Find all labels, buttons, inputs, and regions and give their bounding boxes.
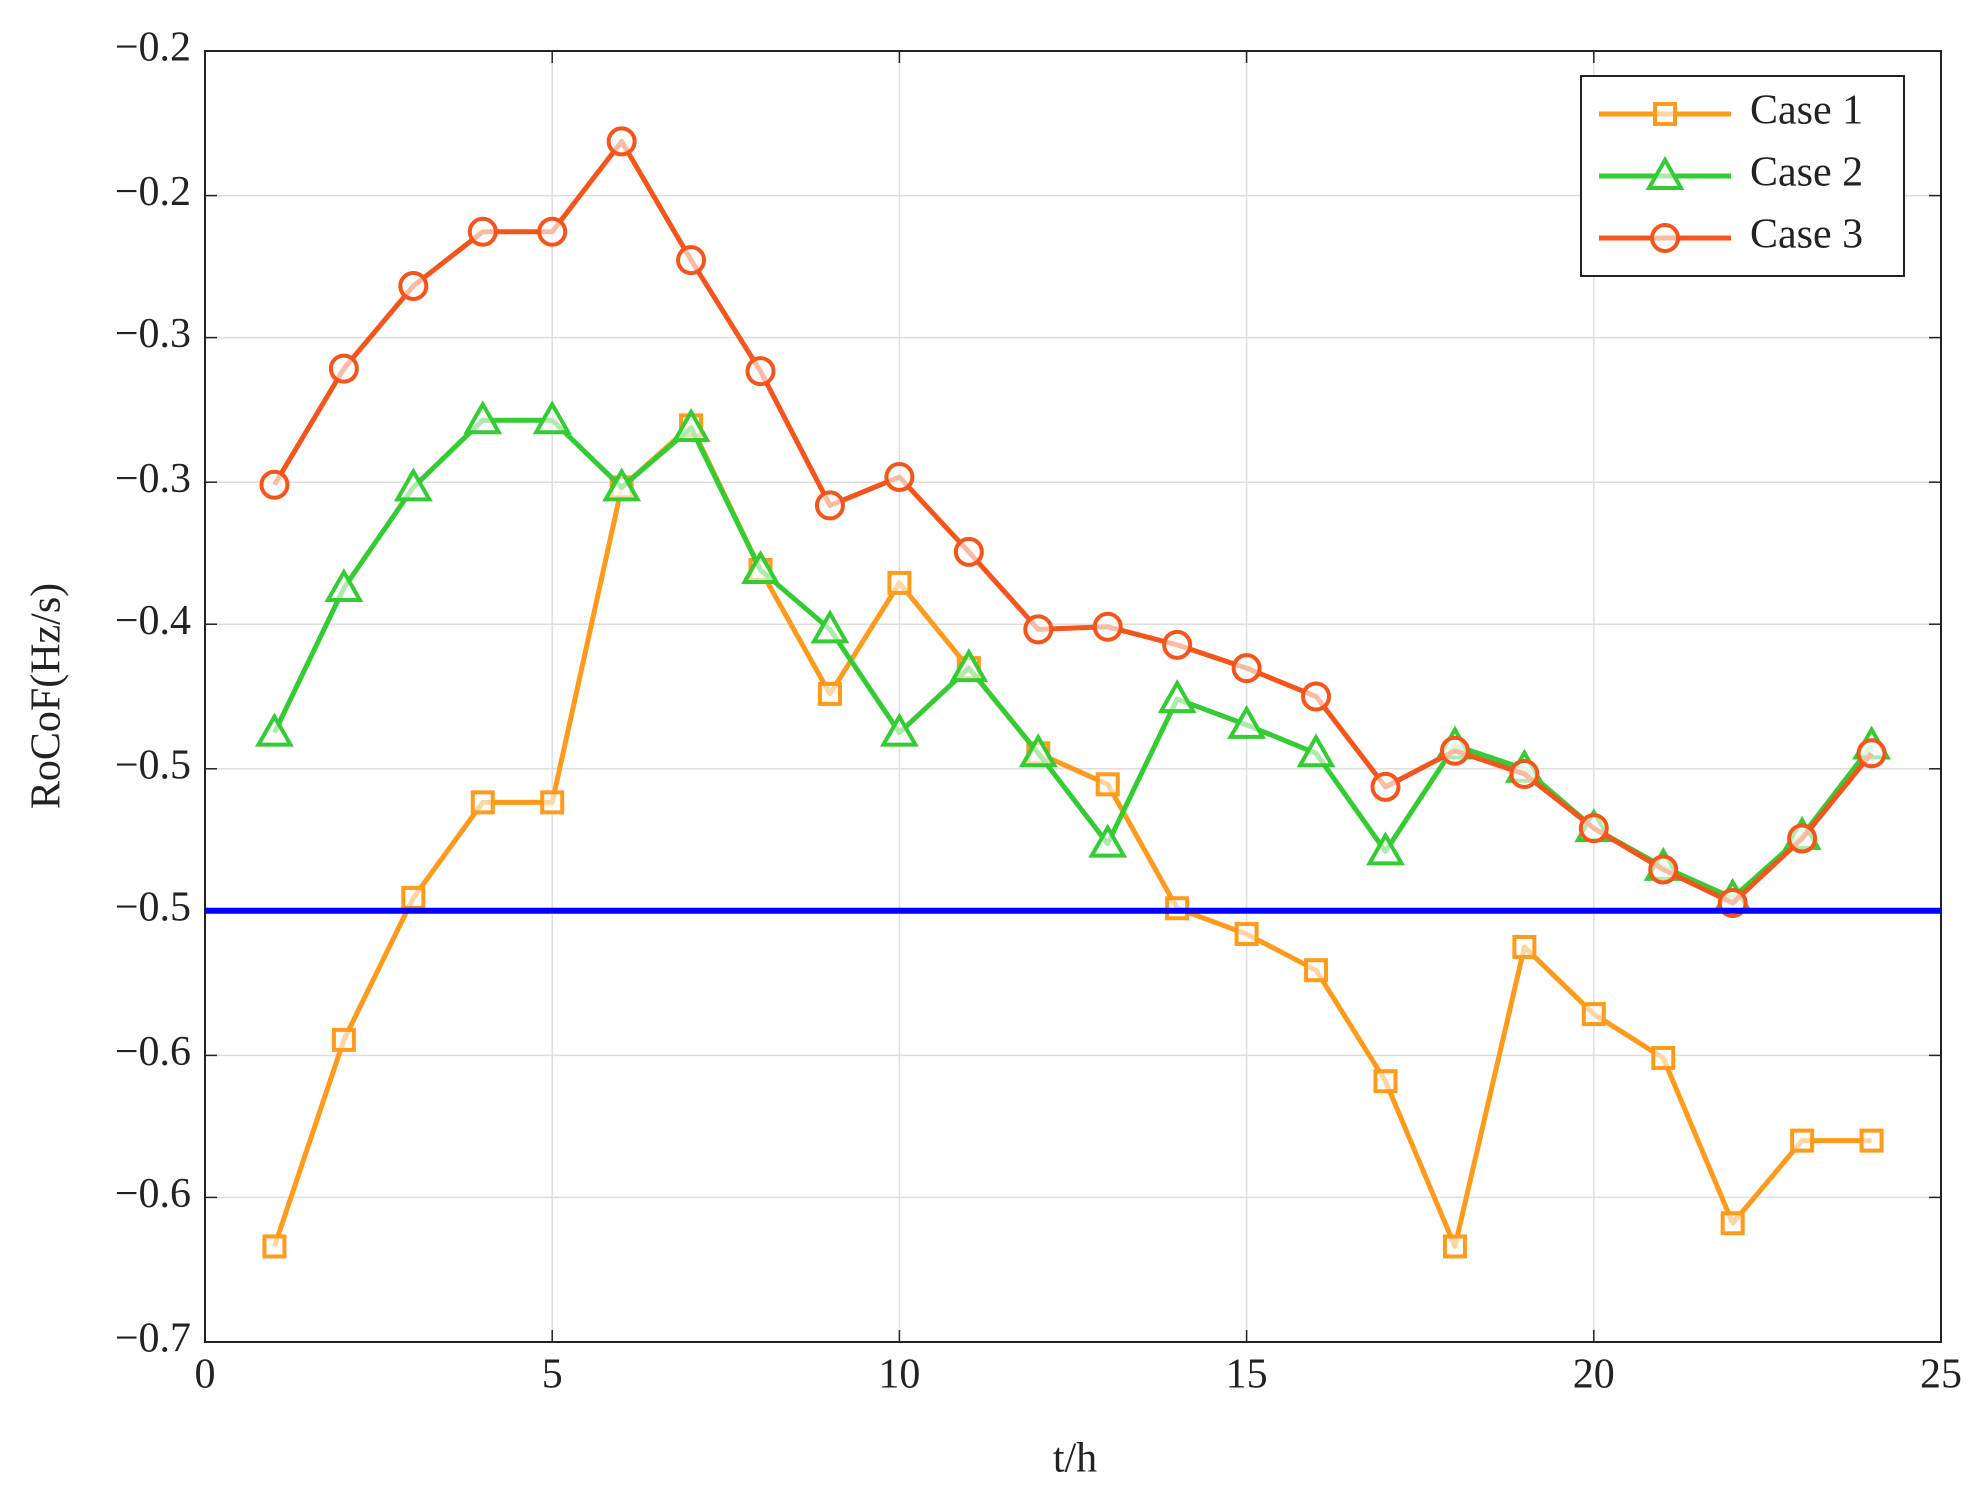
marker (1581, 1002, 1606, 1027)
marker (810, 609, 850, 644)
y-tick-label: −0.6 (115, 1171, 191, 1217)
marker (745, 356, 776, 387)
marker (1373, 1069, 1398, 1094)
marker (602, 467, 642, 502)
marker (262, 1234, 287, 1259)
marker (1092, 611, 1123, 642)
legend-marker (1650, 223, 1680, 253)
marker (1720, 1211, 1745, 1236)
marker (1787, 823, 1818, 854)
marker (1023, 614, 1054, 645)
y-tick-label: −0.7 (115, 1316, 191, 1362)
marker (393, 467, 433, 502)
marker (1442, 1234, 1467, 1259)
x-tick-label: 15 (1226, 1352, 1268, 1398)
marker (879, 712, 919, 747)
x-tick-label: 5 (542, 1352, 563, 1398)
y-tick-label: −0.2 (115, 25, 191, 71)
legend-label: Case 2 (1750, 150, 1863, 196)
marker (1088, 823, 1128, 858)
marker (470, 790, 495, 815)
marker (1856, 738, 1887, 769)
marker (1370, 771, 1401, 802)
marker (606, 126, 637, 157)
marker (741, 549, 780, 584)
marker (1578, 813, 1609, 844)
marker (1162, 629, 1193, 660)
marker (467, 216, 498, 247)
marker (1301, 681, 1332, 712)
marker (1157, 679, 1197, 714)
marker (532, 400, 572, 435)
marker (1651, 1045, 1676, 1070)
marker (537, 216, 568, 247)
y-tick-label: −0.2 (115, 169, 191, 215)
marker (254, 712, 294, 747)
marker (1304, 958, 1329, 983)
y-axis-label: RoCoF(Hz/s) (24, 583, 70, 809)
marker (1790, 1128, 1815, 1153)
marker (324, 568, 364, 603)
marker (328, 353, 359, 384)
marker (1231, 653, 1262, 684)
marker (1227, 704, 1267, 739)
marker (1018, 733, 1058, 768)
marker (1512, 934, 1537, 959)
marker (884, 462, 915, 493)
marker (676, 245, 707, 276)
marker (1234, 922, 1259, 947)
x-tick-label: 10 (878, 1352, 920, 1398)
marker (953, 536, 984, 567)
y-tick-label: −0.3 (115, 456, 191, 502)
y-tick-label: −0.5 (115, 742, 191, 788)
marker (1366, 831, 1405, 866)
y-tick-label: −0.6 (115, 1029, 191, 1075)
marker (949, 648, 989, 683)
marker (1859, 1128, 1884, 1153)
marker (1439, 735, 1470, 766)
marker (671, 407, 711, 442)
x-axis-label: t/h (1053, 1436, 1097, 1482)
x-tick-label: 20 (1573, 1352, 1615, 1398)
x-tick-label: 0 (195, 1352, 216, 1398)
marker (401, 885, 426, 910)
marker (1648, 854, 1679, 885)
y-tick-label: −0.5 (115, 884, 191, 930)
marker (1509, 758, 1540, 789)
marker (398, 270, 429, 301)
plot-frame (204, 50, 1942, 1343)
marker (887, 570, 912, 595)
marker (331, 1027, 356, 1052)
marker (1296, 733, 1336, 768)
y-tick-label: −0.4 (115, 598, 191, 644)
x-tick-label: 25 (1920, 1352, 1962, 1398)
legend-marker (1653, 102, 1677, 126)
legend-marker (1645, 155, 1685, 190)
marker (814, 490, 845, 521)
marker (1095, 772, 1120, 797)
legend-label: Case 1 (1750, 88, 1863, 134)
marker (259, 469, 290, 500)
marker (463, 400, 503, 435)
marker (817, 681, 842, 706)
y-tick-label: −0.3 (115, 311, 191, 357)
marker (540, 790, 565, 815)
legend-label: Case 3 (1750, 212, 1863, 258)
